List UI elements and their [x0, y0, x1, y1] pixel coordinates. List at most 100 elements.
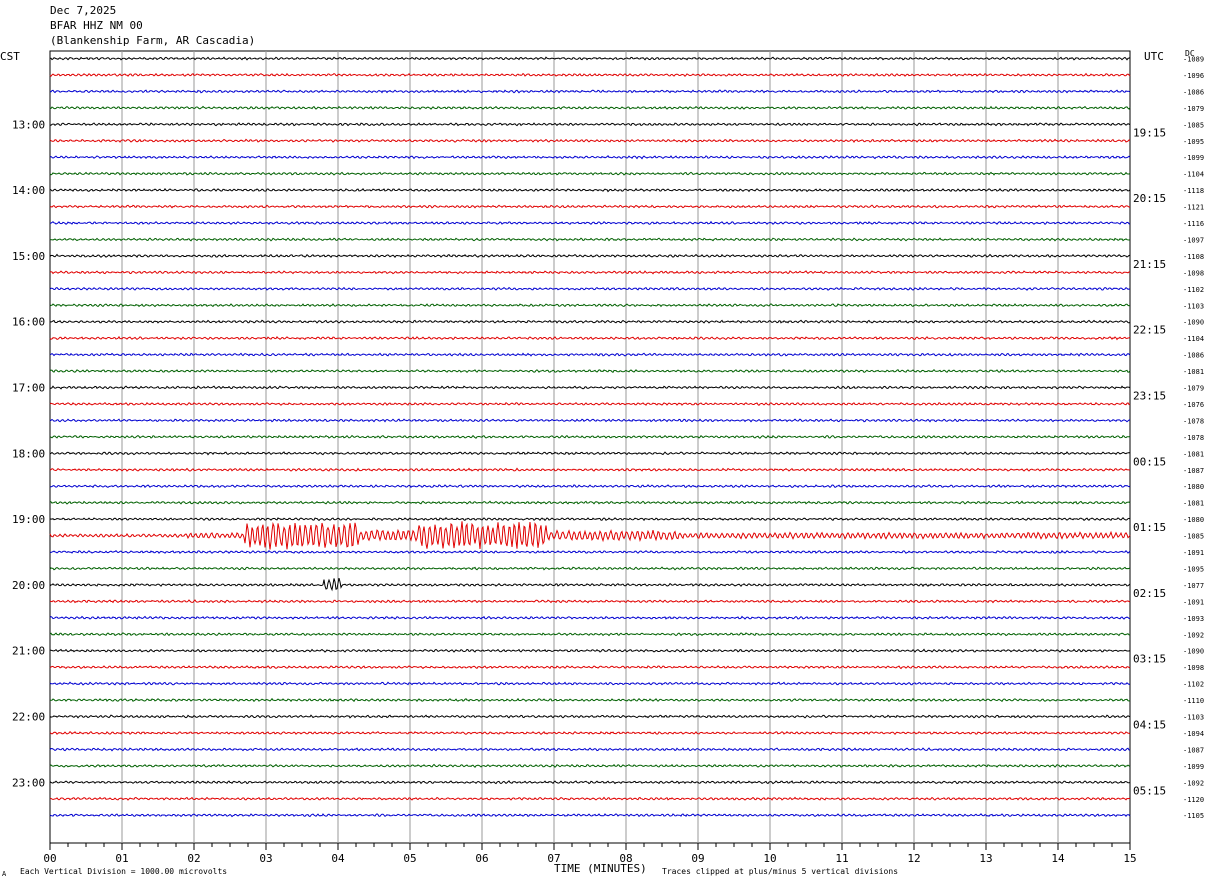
- trace-9: [49, 204, 1131, 209]
- dc-offset-label: -1077: [1183, 582, 1204, 590]
- x-tick-label: 13: [979, 852, 992, 865]
- right-hour-label: 05:15: [1133, 784, 1166, 797]
- seismic-traces: [49, 56, 1131, 818]
- dc-offset-label: -1116: [1183, 220, 1204, 228]
- left-hour-label: 15:00: [12, 250, 45, 263]
- trace-7: [49, 171, 1131, 176]
- right-hour-label: 03:15: [1133, 653, 1166, 666]
- trace-4: [49, 122, 1131, 127]
- x-tick-label: 07: [547, 852, 560, 865]
- left-hour-label: 17:00: [12, 382, 45, 395]
- trace-16: [49, 319, 1131, 324]
- dc-offset-label: -1089: [1183, 56, 1204, 64]
- trace-42: [49, 747, 1131, 752]
- x-tick-label: 04: [331, 852, 345, 865]
- dc-offset-label: -1105: [1183, 812, 1204, 820]
- trace-3: [49, 105, 1131, 110]
- dc-offset-label: -1096: [1183, 72, 1204, 80]
- dc-offset-label: -1078: [1183, 417, 1204, 425]
- left-hour-label: 19:00: [12, 513, 45, 526]
- trace-2: [49, 89, 1131, 94]
- header-location: (Blankenship Farm, AR Cascadia): [50, 34, 256, 47]
- trace-14: [49, 286, 1131, 291]
- trace-31: [49, 566, 1131, 571]
- left-hour-label: 16:00: [12, 316, 45, 329]
- trace-13: [49, 270, 1131, 275]
- dc-offset-label: -1097: [1183, 236, 1204, 244]
- dc-offset-label: -1081: [1183, 368, 1204, 376]
- dc-offset-label: -1087: [1183, 746, 1204, 754]
- x-tick-label: 02: [187, 852, 200, 865]
- trace-22: [49, 418, 1131, 423]
- x-axis-title: TIME (MINUTES): [554, 862, 647, 875]
- dc-offset-label: -1076: [1183, 401, 1204, 409]
- trace-27: [49, 500, 1131, 505]
- trace-35: [49, 632, 1131, 637]
- plot-grid: [49, 50, 1131, 850]
- trace-19: [49, 368, 1131, 374]
- dc-offset-label: -1102: [1183, 681, 1204, 689]
- left-hour-label: 20:00: [12, 579, 45, 592]
- dc-offset-label: -1091: [1183, 598, 1204, 606]
- trace-45: [49, 796, 1131, 801]
- trace-28: [49, 516, 1131, 522]
- right-hour-label: 23:15: [1133, 390, 1166, 403]
- dc-label: DC: [1185, 49, 1195, 58]
- trace-39: [49, 697, 1131, 703]
- x-tick-label: 11: [835, 852, 848, 865]
- dc-offset-label: -1108: [1183, 253, 1204, 261]
- right-timezone-label: UTC: [1144, 50, 1164, 63]
- x-tick-label: 06: [475, 852, 488, 865]
- trace-5: [49, 138, 1131, 144]
- dc-offset-label: -1099: [1183, 763, 1204, 771]
- trace-12: [49, 253, 1131, 259]
- dc-offset-label: -1099: [1183, 154, 1204, 162]
- x-tick-label: 01: [115, 852, 128, 865]
- x-tick-label: 08: [619, 852, 632, 865]
- dc-offset-label: -1121: [1183, 204, 1204, 212]
- dc-offset-label: -1098: [1183, 269, 1204, 277]
- trace-21: [49, 401, 1131, 406]
- right-hour-label: 01:15: [1133, 521, 1166, 534]
- x-tick-label: 05: [403, 852, 416, 865]
- dc-offset-label: -1094: [1183, 730, 1204, 738]
- x-tick-label: 12: [907, 852, 920, 865]
- trace-1: [49, 72, 1131, 77]
- dc-offset-label: -1110: [1183, 697, 1204, 705]
- dc-offset-label: -1102: [1183, 286, 1204, 294]
- dc-offset-label: -1085: [1183, 121, 1204, 129]
- trace-40: [49, 714, 1131, 719]
- corner-mark: A: [2, 870, 7, 878]
- dc-offset-label: -1091: [1183, 549, 1204, 557]
- dc-offset-label: -1104: [1183, 171, 1204, 179]
- dc-offset-label: -1103: [1183, 714, 1204, 722]
- dc-offset-label: -1090: [1183, 648, 1204, 656]
- trace-34: [49, 615, 1131, 620]
- x-tick-label: 15: [1123, 852, 1136, 865]
- right-hour-label: 02:15: [1133, 587, 1166, 600]
- dc-offset-label: -1095: [1183, 138, 1204, 146]
- dc-offset-label: -1095: [1183, 565, 1204, 573]
- clip-note: Traces clipped at plus/minus 5 vertical …: [662, 867, 899, 876]
- trace-11: [49, 237, 1131, 242]
- dc-offset-label: -1120: [1183, 796, 1204, 804]
- dc-offset-label: -1079: [1183, 385, 1204, 393]
- dc-offset-label: -1080: [1183, 516, 1204, 524]
- dc-offset-label: -1093: [1183, 615, 1204, 623]
- dc-offset-label: -1080: [1183, 483, 1204, 491]
- trace-29: [49, 521, 1131, 550]
- dc-offset-label: -1079: [1183, 105, 1204, 113]
- trace-8: [49, 187, 1131, 193]
- x-tick-label: 09: [691, 852, 704, 865]
- left-hour-label: 23:00: [12, 776, 45, 789]
- right-hour-label: 00:15: [1133, 455, 1166, 468]
- dc-offset-label: -1098: [1183, 664, 1204, 672]
- trace-17: [49, 335, 1131, 341]
- left-hour-label: 18:00: [12, 447, 45, 460]
- trace-23: [49, 434, 1131, 439]
- trace-20: [49, 385, 1131, 390]
- trace-10: [49, 220, 1131, 226]
- trace-37: [49, 665, 1131, 670]
- trace-36: [49, 648, 1131, 653]
